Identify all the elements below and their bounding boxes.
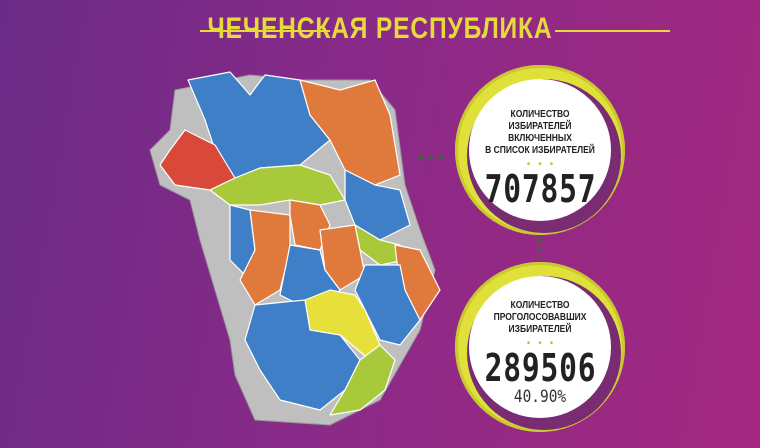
stat-registered-voters: КОЛИЧЕСТВО ИЗБИРАТЕЛЕЙ ВКЛЮЧЕННЫХ В СПИС… — [455, 65, 625, 235]
stat-label: В СПИСОК ИЗБИРАТЕЛЕЙ — [485, 145, 595, 156]
stat-voted: КОЛИЧЕСТВО ПРОГОЛОСОВАВШИХ ИЗБИРАТЕЛЕЙ •… — [455, 262, 625, 432]
region[interactable] — [159, 129, 236, 191]
region[interactable] — [299, 79, 401, 186]
region[interactable] — [354, 264, 421, 346]
stat-value: 289506 — [484, 346, 597, 390]
region[interactable] — [329, 344, 396, 416]
title-line-left — [200, 30, 330, 32]
stat-label: ИЗБИРАТЕЛЕЙ — [508, 324, 572, 335]
region[interactable] — [239, 209, 291, 306]
page-title: ЧЕЧЕНСКАЯ РЕСПУБЛИКА — [207, 12, 553, 45]
dots-divider: ••• — [526, 159, 562, 170]
connector-dots — [538, 238, 542, 258]
connector-dots — [418, 156, 448, 159]
stat-label: КОЛИЧЕСТВО — [510, 109, 570, 120]
region[interactable] — [344, 169, 411, 241]
stat-label: ИЗБИРАТЕЛЕЙ ВКЛЮЧЕННЫХ — [508, 121, 572, 144]
title-line-right — [555, 30, 670, 32]
stat-label: ПРОГОЛОСОВАВШИХ — [493, 312, 587, 323]
stat-value: 707857 — [484, 167, 597, 211]
stat-percent: 40.90% — [513, 387, 567, 407]
dots-divider: ••• — [526, 338, 562, 349]
stat-label: КОЛИЧЕСТВО — [510, 300, 570, 311]
